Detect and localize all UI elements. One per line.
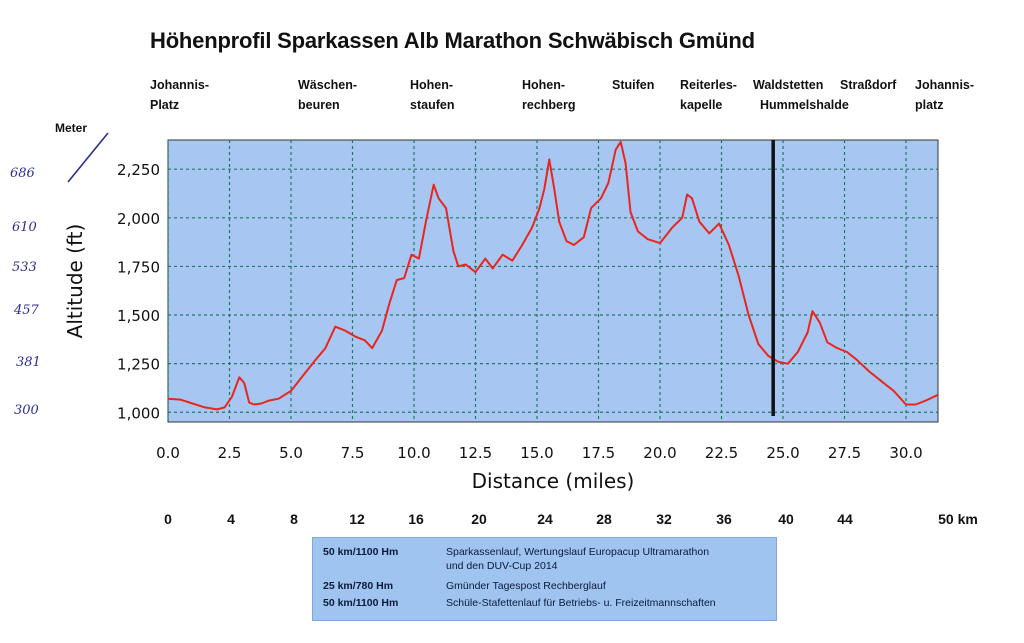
grid-lines xyxy=(167,140,938,422)
x-tick-label: 7.5 xyxy=(341,444,365,462)
x-axis-label: Distance (miles) xyxy=(472,469,635,493)
y-tick-label: 1,000 xyxy=(117,404,160,422)
place-label: Reiterles- kapelle xyxy=(680,78,737,112)
elevation-line xyxy=(167,140,939,411)
x-tick-label: 22.5 xyxy=(705,444,738,462)
handwritten-meter-value: 686 xyxy=(10,166,35,181)
place-label: Hohen- rechberg xyxy=(522,78,576,112)
handwritten-meter-value: 457 xyxy=(14,303,39,318)
y-axis-label: Altitude (ft) xyxy=(63,224,87,339)
place-label: Johannis- Platz xyxy=(150,78,210,112)
km-label: 8 xyxy=(290,511,298,527)
km-label: 20 xyxy=(471,511,487,527)
x-tick-label: 17.5 xyxy=(582,444,615,462)
km-label: 28 xyxy=(596,511,612,527)
x-tick-label: 30.0 xyxy=(889,444,922,462)
km-label: 36 xyxy=(716,511,732,527)
legend-row-km: 50 km/1100 Hm xyxy=(323,597,399,609)
y-tick-labels: 1,000 1,250 1,500 1,750 2,000 2,250 xyxy=(117,161,160,422)
legend-row-text: und den DUV-Cup 2014 xyxy=(446,560,558,572)
meter-label: Meter xyxy=(55,121,88,135)
x-tick-labels: 0.0 2.5 5.0 7.5 10.0 12.5 15.0 17.5 20.0 22.5 25.0… xyxy=(156,444,923,462)
km-label: 4 xyxy=(227,511,235,527)
x-tick-label: 20.0 xyxy=(643,444,676,462)
handwritten-meter-value: 610 xyxy=(12,220,37,235)
handwritten-stroke xyxy=(67,132,109,183)
handwritten-meter-value: 533 xyxy=(12,260,37,275)
place-label: Johannis- platz xyxy=(915,78,975,112)
x-tick-label: 27.5 xyxy=(828,444,861,462)
x-tick-label: 10.0 xyxy=(397,444,430,462)
km-label: 40 xyxy=(778,511,794,527)
x-tick-label: 25.0 xyxy=(766,444,799,462)
legend-row-text: Schüle-Stafettenlauf für Betriebs- u. Fr… xyxy=(446,597,716,609)
place-label: Wäschen- beuren xyxy=(298,78,358,112)
y-tick-label: 1,500 xyxy=(117,307,160,325)
y-tick-label: 1,250 xyxy=(117,356,160,374)
x-tick-label: 12.5 xyxy=(459,444,492,462)
km-label: 24 xyxy=(537,511,553,527)
x-tick-label: 15.0 xyxy=(520,444,553,462)
km-label: 16 xyxy=(408,511,424,527)
legend-row-text: Gmünder Tagespost Rechberglauf xyxy=(446,580,606,592)
x-tick-label: 0.0 xyxy=(156,444,180,462)
km-label: 32 xyxy=(656,511,672,527)
place-label: Straßdorf xyxy=(840,78,897,92)
handwritten-meter-value: 300 xyxy=(14,403,39,418)
y-tick-label: 2,250 xyxy=(117,161,160,179)
km-label: 50 km xyxy=(938,511,978,527)
x-tick-label: 5.0 xyxy=(279,444,303,462)
y-tick-label: 2,000 xyxy=(117,210,160,228)
km-label: 12 xyxy=(349,511,365,527)
y-tick-label: 1,750 xyxy=(117,258,160,276)
legend-box: 50 km/1100 Hm Sparkassenlauf, Wertungsla… xyxy=(312,537,777,621)
page-title: Höhenprofil Sparkassen Alb Marathon Schw… xyxy=(150,28,755,53)
place-label: Hohen- staufen xyxy=(410,78,455,112)
km-label: 44 xyxy=(837,511,853,527)
x-tick-label: 2.5 xyxy=(218,444,242,462)
km-label: 0 xyxy=(164,511,172,527)
legend-row-km: 25 km/780 Hm xyxy=(323,580,394,592)
legend-row-km: 50 km/1100 Hm xyxy=(323,546,399,558)
handwritten-meter-value: 381 xyxy=(16,355,41,370)
place-label: Stuifen xyxy=(612,78,655,92)
legend-row-text: Sparkassenlauf, Wertungslauf Europacup U… xyxy=(446,546,710,558)
place-label: Waldstetten Hummelshalde xyxy=(753,78,849,112)
